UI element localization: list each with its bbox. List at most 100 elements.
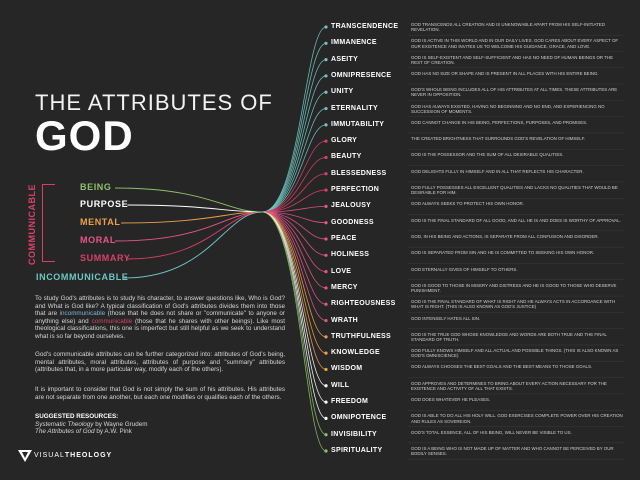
attribute-aseity: ASEITY (331, 55, 359, 63)
intro-text-b: (those that he does not share or "commun… (35, 310, 285, 325)
resource-2-title: The Attributes of God (35, 428, 95, 435)
intro-paragraph-3: It is important to consider that God is … (35, 386, 285, 401)
communicable-term: communicable (91, 317, 133, 325)
title-line-1: THE ATTRIBUTES OF (35, 90, 273, 115)
attribute-description: God always seeks to protect his own hono… (411, 201, 524, 207)
attribute-glory: GLORY (331, 137, 358, 145)
attribute-description: God always chooses the best goals and th… (411, 364, 593, 370)
attribute-eternality: ETERNALITY (331, 104, 378, 112)
category-incommunicable: INCOMMUNICABLE (36, 272, 129, 282)
attribute-description: God cannot change in his being, perfecti… (411, 119, 588, 125)
connector-immutability (261, 124, 327, 213)
connector-dot (324, 123, 328, 127)
connector-omnipresence (261, 75, 327, 213)
connector-dot (324, 318, 328, 323)
connector-immanence (261, 42, 327, 213)
title-line-2: GOD (35, 112, 134, 159)
connector-dot (324, 335, 328, 339)
attribute-mercy: MERCY (331, 283, 358, 291)
connector-dot (324, 400, 328, 404)
connector-dot (324, 58, 328, 62)
connector-dot (324, 416, 328, 420)
attribute-description: God fully knows himself and all actual a… (411, 348, 619, 359)
incommunicable-term: incommunicable (59, 310, 106, 317)
connector-dot (324, 188, 328, 192)
connector-aseity (261, 59, 327, 213)
category-moral: MORAL (80, 235, 116, 245)
category-summary: SUMMARY (80, 253, 131, 263)
attribute-description: God is the final standard of what is rig… (411, 299, 616, 310)
brand-bold: THEOLOGY (64, 452, 113, 459)
attribute-description: God has no size or shape and is present … (411, 70, 599, 76)
attribute-description: God is good to those in misery and distr… (411, 282, 617, 294)
attribute-perfection: PERFECTION (331, 186, 380, 194)
resources: SUGGESTED RESOURCES: Systematic Theology… (35, 413, 285, 436)
attribute-blessedness: BLESSEDNESS (331, 169, 387, 177)
connector-dot (324, 253, 328, 257)
intro-paragraph-2: God's communicable attributes can be fur… (35, 351, 285, 373)
category-connector-purpose (127, 204, 263, 213)
attribute-immanence: IMMANENCE (331, 39, 377, 47)
connector-dot (324, 351, 328, 355)
attribute-description: God is able to do all his holy will. God… (411, 413, 623, 424)
attribute-description: God is self-existent and self-sufficient… (411, 54, 613, 65)
connector-dot (324, 384, 328, 388)
attribute-description: God is the true God whose knowledge and … (411, 331, 607, 343)
category-mental: MENTAL (80, 217, 121, 227)
connector-will (261, 211, 327, 387)
connector-jealousy (261, 205, 327, 213)
resource-1: Systematic Theology by Wayne Grudem (35, 421, 285, 429)
attribute-immutability: IMMUTABILITY (331, 120, 385, 128)
attribute-description: God approves and determines to bring abo… (411, 380, 607, 391)
connector-dot (324, 74, 328, 78)
connector-transcendence (261, 26, 327, 213)
brand-light: VISUAL (34, 452, 65, 459)
connector-dot (324, 155, 328, 160)
intro-text-a: To study God's attributes is to study hi… (35, 295, 285, 317)
attribute-truthfulness: TRUTHFULNESS (331, 332, 391, 340)
category-connector-incommunicable (123, 211, 263, 279)
connector-dot (324, 270, 328, 274)
connector-dot (324, 302, 328, 306)
resource-1-author: by Wayne Grudem (93, 420, 148, 428)
attribute-peace: PEACE (331, 235, 357, 242)
attribute-description: God's total essence, all of his being, w… (411, 429, 572, 435)
attribute-knowledge: KNOWLEDGE (331, 349, 380, 357)
intro-text-c: (those that he shares with other beings)… (35, 317, 285, 340)
connector-glory (261, 140, 327, 213)
attribute-invisibility: INVISIBILITY (331, 430, 377, 438)
attribute-goodness: GOODNESS (331, 218, 374, 226)
attribute-description: God eternally gives of himself to others… (411, 266, 518, 272)
connector-dot (324, 449, 328, 453)
communicable-label: COMMUNICABLE (27, 184, 37, 265)
category-connector-being (114, 187, 263, 213)
connector-freedom (261, 211, 327, 403)
connector-dot (324, 172, 328, 176)
attribute-wisdom: WISDOM (331, 365, 363, 373)
attribute-holiness: HOLINESS (331, 251, 370, 259)
attribute-description: God's whole being includes all of his at… (411, 87, 618, 98)
attribute-beauty: BEAUTY (331, 153, 362, 161)
connector-dot (324, 286, 328, 290)
attribute-description: God delights fully in himself and in all… (411, 168, 584, 174)
attribute-description: God does whatever he pleases. (411, 397, 491, 403)
connector-dot (324, 204, 328, 208)
brand-logo: VISUALTHEOLOGY (34, 452, 112, 459)
attribute-spirituality: SPIRITUALITY (331, 447, 383, 454)
connector-dot (324, 237, 328, 241)
resource-2: The Attributes of God by A.W. Pink (35, 428, 285, 436)
connector-perfection (261, 189, 327, 213)
attribute-omnipresence: OMNIPRESENCE (331, 71, 392, 79)
attribute-description: God fully possesses all excellent qualit… (411, 185, 618, 196)
connector-dot (324, 139, 328, 143)
connector-dot (324, 433, 328, 437)
attribute-will: WILL (331, 381, 350, 389)
attribute-freedom: FREEDOM (331, 398, 369, 406)
attribute-righteousness: RIGHTEOUSNESS (331, 300, 396, 308)
connector-eternality (261, 108, 327, 213)
connector-blessedness (261, 173, 327, 213)
attribute-unity: UNITY (331, 88, 354, 96)
attribute-wrath: WRATH (331, 316, 359, 324)
